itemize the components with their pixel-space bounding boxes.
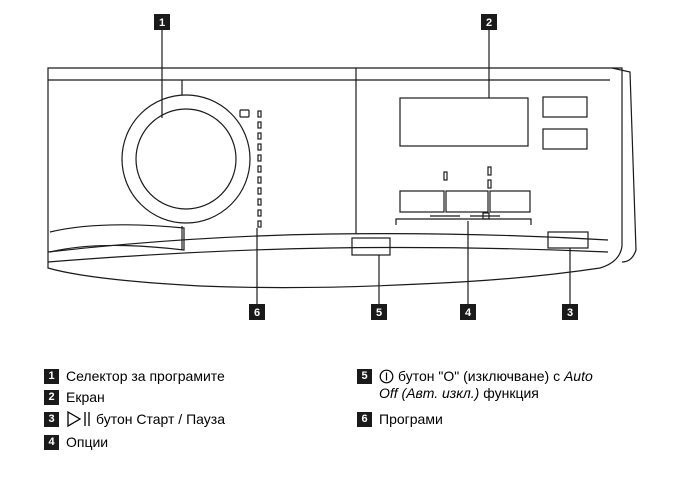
panel-right-edge [611,67,637,263]
dial-recess [49,224,185,253]
legend-label: Екран [66,389,105,405]
legend-label: Програми [379,411,443,427]
legend-item-5: 5 бутон "O" (изключване) с Auto Off (Авт.… [357,368,657,402]
legend-label: Опции [66,434,109,450]
on-off-button [351,237,391,256]
display-button-top [542,96,588,118]
legend-item-4: 4 Опции [44,434,108,451]
panel-lower-line [47,246,609,263]
program-selector-outer [121,94,251,224]
play-pause-icon [67,411,90,427]
callout-1: 1 [159,17,165,29]
legend-label-italic: Off (Авт. изкл.) [379,385,480,401]
callout-4: 4 [465,307,472,319]
legend-label-part: бутон "O" (изключване) с [398,368,564,384]
callout-5: 5 [376,307,382,319]
legend-label-part: функция [479,385,539,401]
callout-2: 2 [486,17,492,29]
legend-item-3: 3 бутон Старт / Пауза [44,411,225,428]
legend-item-2: 2 Екран [44,389,105,406]
program-indicator-lights [239,109,262,228]
legend-number: 3 [44,412,59,427]
legend-label: Селектор за програмите [66,368,225,384]
legend-number: 5 [357,369,372,384]
option-button-1 [399,190,445,213]
panel-bottom-line [47,233,609,253]
legend-item-1: 1 Селектор за програмите [44,368,225,385]
option-led-1 [443,171,448,181]
callout-6: 6 [254,307,260,319]
option-button-3 [489,190,531,213]
option-bracket [395,218,532,225]
option-led-3 [487,179,492,189]
legend-number: 6 [357,412,372,427]
control-panel-diagram: 1 2 3 4 5 6 [47,14,637,320]
program-selector-knob [135,108,237,210]
display-screen [399,97,529,147]
option-symbol-box [482,212,490,220]
legend-number: 2 [44,390,59,405]
display-button-bottom [542,128,588,150]
option-button-2 [445,190,489,213]
legend-label: бутон Старт / Пауза [96,411,225,427]
power-icon [379,369,394,384]
legend-number: 1 [44,369,59,384]
option-led-2 [487,166,492,176]
legend-label-italic: Auto [563,368,593,384]
legend-item-6: 6 Програми [357,411,443,428]
panel-outline [47,67,623,289]
legend-number: 4 [44,435,59,450]
callout-3: 3 [567,307,573,319]
start-pause-button [547,231,589,249]
